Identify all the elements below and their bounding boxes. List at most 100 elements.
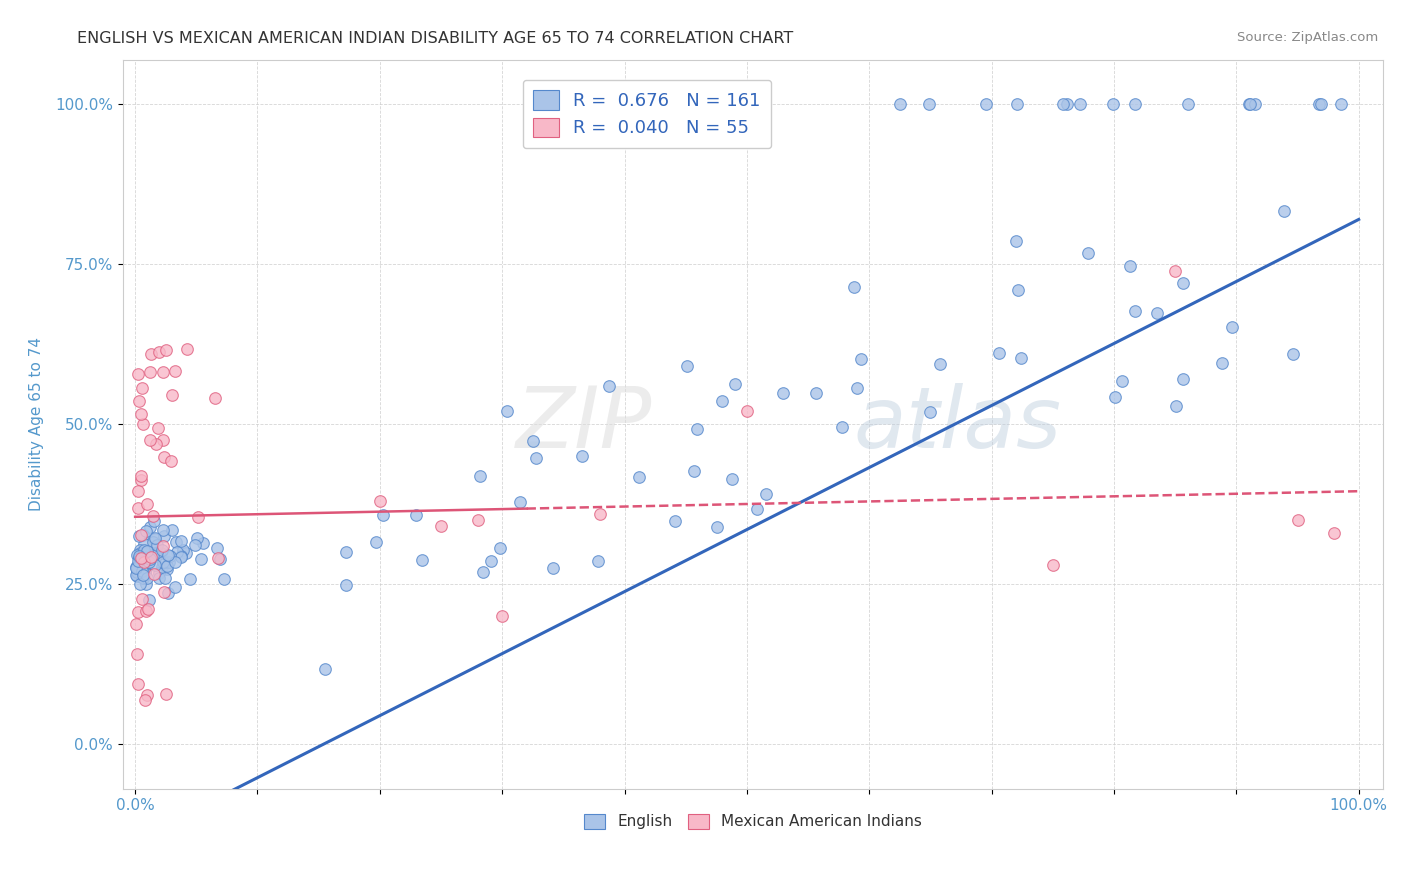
Point <box>152 450 174 465</box>
Point <box>1220 319 1243 334</box>
Point <box>145 437 167 451</box>
Point <box>145 538 167 552</box>
Point <box>918 404 941 418</box>
Point <box>156 548 179 562</box>
Legend: English, Mexican American Indians: English, Mexican American Indians <box>578 808 928 836</box>
Point <box>155 343 177 357</box>
Point <box>1101 97 1123 112</box>
Point <box>132 543 155 558</box>
Point <box>139 434 162 448</box>
Point <box>190 552 212 566</box>
Point <box>125 648 148 662</box>
Point <box>125 565 148 579</box>
Point <box>187 510 209 524</box>
Point <box>165 535 187 549</box>
Point <box>179 572 201 586</box>
Point <box>205 541 228 555</box>
Point <box>160 523 183 537</box>
Point <box>138 545 160 559</box>
Point <box>1010 351 1032 365</box>
Point <box>176 343 198 357</box>
Point <box>479 554 502 568</box>
Point <box>132 536 155 550</box>
Point <box>172 543 194 558</box>
Point <box>676 359 699 374</box>
Point <box>1171 276 1194 290</box>
Point <box>127 501 149 516</box>
Point <box>127 569 149 583</box>
Point <box>152 366 174 380</box>
Point <box>156 558 179 573</box>
Point <box>145 549 167 563</box>
Point <box>127 484 149 499</box>
Point <box>831 420 853 434</box>
Point <box>541 560 564 574</box>
Point <box>132 528 155 542</box>
Point <box>127 367 149 381</box>
Point <box>129 468 152 483</box>
Point <box>1173 372 1195 386</box>
Point <box>1042 558 1064 572</box>
Point <box>163 364 186 378</box>
Point <box>155 687 177 701</box>
Point <box>1309 97 1331 112</box>
Point <box>153 529 176 543</box>
Point <box>735 404 758 418</box>
Point <box>191 536 214 550</box>
Point <box>1239 97 1261 112</box>
Point <box>772 386 794 401</box>
Text: atlas: atlas <box>853 383 1062 466</box>
Point <box>204 391 226 405</box>
Point <box>127 605 149 619</box>
Point <box>153 584 176 599</box>
Point <box>627 470 650 484</box>
Point <box>184 538 207 552</box>
Point <box>138 593 160 607</box>
Point <box>747 502 769 516</box>
Point <box>159 454 181 468</box>
Point <box>135 561 157 575</box>
Point <box>131 563 153 577</box>
Point <box>335 545 357 559</box>
Point <box>929 357 952 371</box>
Point <box>976 97 998 112</box>
Point <box>150 546 173 560</box>
Point <box>139 550 162 565</box>
Point <box>135 524 157 539</box>
Point <box>135 497 157 511</box>
Point <box>125 559 148 574</box>
Point <box>131 551 153 566</box>
Point <box>143 514 166 528</box>
Point <box>142 508 165 523</box>
Point <box>143 532 166 546</box>
Point <box>1211 356 1233 370</box>
Point <box>207 551 229 566</box>
Point <box>496 404 519 418</box>
Point <box>1146 306 1168 320</box>
Point <box>366 535 388 549</box>
Point <box>127 554 149 568</box>
Point <box>129 407 152 421</box>
Point <box>804 385 827 400</box>
Point <box>509 495 531 509</box>
Point <box>988 346 1011 360</box>
Point <box>706 520 728 534</box>
Point <box>430 519 453 533</box>
Point <box>1123 304 1146 318</box>
Point <box>1005 97 1028 112</box>
Point <box>125 568 148 582</box>
Point <box>128 558 150 572</box>
Point <box>143 531 166 545</box>
Point <box>142 548 165 562</box>
Point <box>150 542 173 557</box>
Point <box>157 586 180 600</box>
Point <box>129 558 152 572</box>
Point <box>598 379 620 393</box>
Point <box>664 514 686 528</box>
Point <box>1119 259 1142 273</box>
Point <box>721 472 744 486</box>
Point <box>148 566 170 581</box>
Point <box>128 551 150 566</box>
Point <box>136 602 159 616</box>
Point <box>1052 97 1074 112</box>
